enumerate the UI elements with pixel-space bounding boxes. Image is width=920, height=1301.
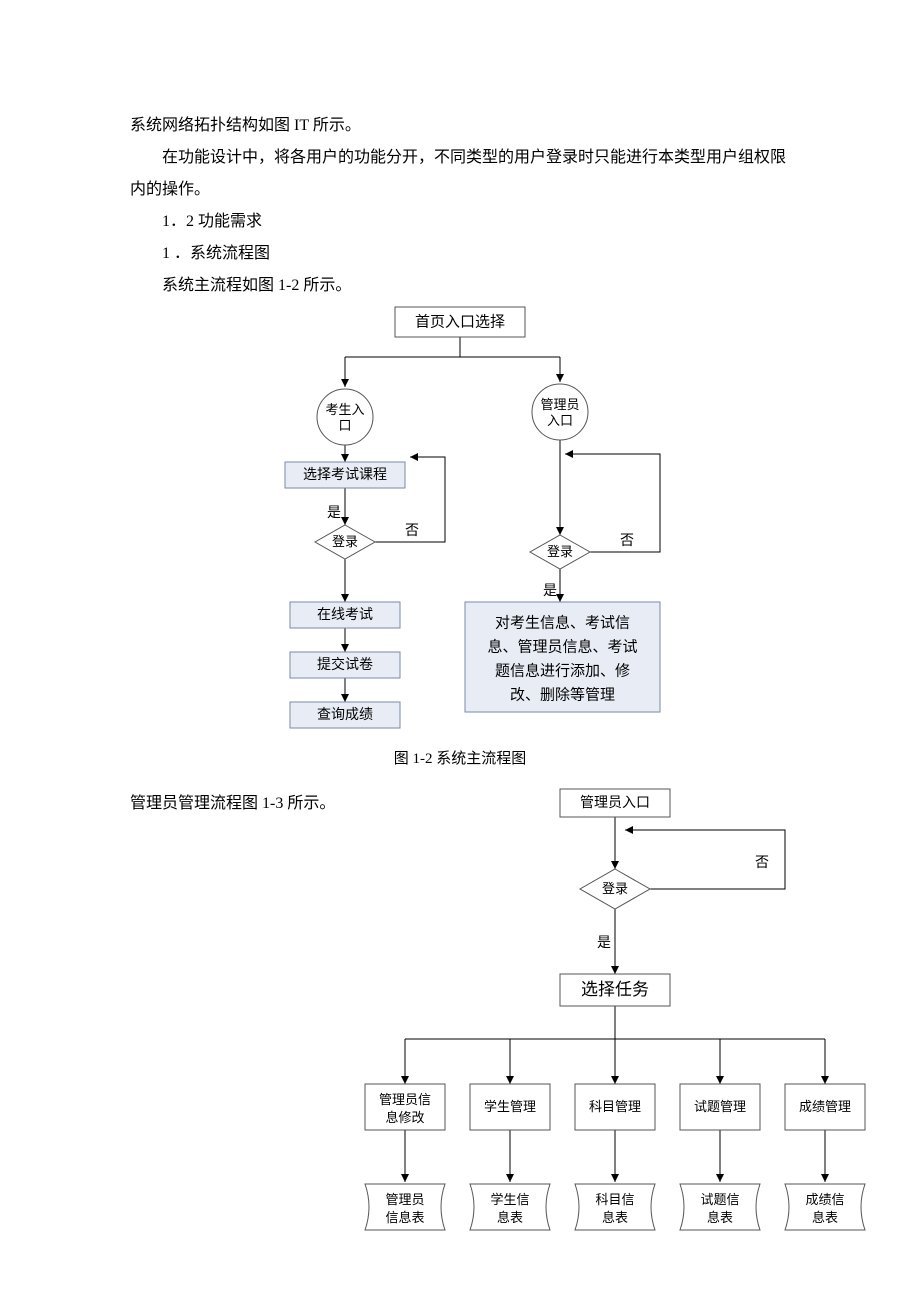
- svg-text:是: 是: [327, 506, 341, 521]
- svg-text:登录: 登录: [547, 544, 573, 559]
- svg-text:否: 否: [755, 856, 769, 871]
- svg-text:改、删除等管理: 改、删除等管理: [510, 685, 615, 703]
- svg-text:息表: 息表: [707, 1210, 733, 1225]
- svg-text:登录: 登录: [332, 534, 358, 549]
- svg-text:对考生信息、考试信: 对考生信息、考试信: [495, 614, 630, 631]
- svg-text:科目管理: 科目管理: [589, 1099, 641, 1114]
- svg-text:登录: 登录: [602, 881, 628, 896]
- svg-text:提交试卷: 提交试卷: [317, 656, 373, 673]
- svg-text:查询成绩: 查询成绩: [317, 707, 373, 723]
- svg-text:科目信: 科目信: [596, 1192, 635, 1207]
- svg-text:管理员入口: 管理员入口: [580, 795, 650, 811]
- svg-text:学生信: 学生信: [491, 1192, 530, 1207]
- svg-text:首页入口选择: 首页入口选择: [415, 313, 505, 330]
- svg-text:题信息进行添加、修: 题信息进行添加、修: [495, 662, 630, 679]
- flowchart-main-svg: 首页入口选择考生入口管理员入口选择考试课程在线考试提交试卷查询成绩登录登录对考生…: [245, 302, 675, 742]
- paragraph-topology: 系统网络拓扑结构如图 IT 所示。: [130, 110, 790, 142]
- svg-text:息、管理员信息、考试: 息、管理员信息、考试: [487, 638, 637, 655]
- svg-text:息表: 息表: [602, 1210, 628, 1225]
- svg-text:管理员信: 管理员信: [379, 1092, 431, 1107]
- svg-text:入口: 入口: [547, 413, 573, 428]
- flowchart-admin: 管理员入口登录选择任务管理员信息修改 学生管理 科目管理 试题管理 成绩管理管理员信息表…: [335, 784, 895, 1239]
- svg-text:否: 否: [620, 534, 634, 549]
- svg-text:选择考试课程: 选择考试课程: [303, 467, 387, 483]
- svg-text:是: 是: [597, 936, 611, 951]
- paragraph-func-design: 在功能设计中，将各用户的功能分开，不同类型的用户登录时只能进行本类型用户组权限内…: [130, 142, 790, 206]
- heading-1-2: 1．2 功能需求: [130, 206, 790, 238]
- paragraph-mainflow-ref: 系统主流程如图 1-2 所示。: [130, 270, 790, 302]
- flowchart-main: 首页入口选择考生入口管理员入口选择考试课程在线考试提交试卷查询成绩登录登录对考生…: [245, 302, 675, 742]
- svg-text:口: 口: [338, 418, 351, 433]
- paragraph-adminflow-ref: 管理员管理流程图 1-3 所示。: [130, 784, 335, 820]
- svg-text:选择任务: 选择任务: [581, 980, 649, 999]
- svg-text:考生入: 考生入: [325, 402, 364, 417]
- svg-text:是: 是: [543, 584, 557, 599]
- svg-text:否: 否: [405, 524, 419, 539]
- svg-text:信息表: 信息表: [386, 1210, 425, 1225]
- svg-text:学生管理: 学生管理: [484, 1099, 536, 1114]
- svg-text:管理员: 管理员: [386, 1192, 425, 1207]
- flowchart-admin-svg: 管理员入口登录选择任务管理员信息修改 学生管理 科目管理 试题管理 成绩管理管理员信息表…: [335, 784, 895, 1239]
- svg-text:管理员: 管理员: [540, 397, 579, 412]
- svg-text:息表: 息表: [812, 1210, 838, 1225]
- heading-1: 1 ．系统流程图: [130, 238, 790, 270]
- svg-text:试题管理: 试题管理: [694, 1099, 746, 1114]
- document-page: 系统网络拓扑结构如图 IT 所示。 在功能设计中，将各用户的功能分开，不同类型的…: [0, 0, 920, 1259]
- svg-text:在线考试: 在线考试: [317, 607, 373, 623]
- svg-text:息表: 息表: [497, 1210, 523, 1225]
- caption-fig-1-2: 图 1-2 系统主流程图: [130, 744, 790, 774]
- svg-text:息修改: 息修改: [386, 1110, 425, 1125]
- svg-text:成绩信: 成绩信: [806, 1192, 845, 1207]
- svg-text:试题信: 试题信: [701, 1192, 740, 1207]
- svg-text:成绩管理: 成绩管理: [799, 1099, 851, 1114]
- flowchart-admin-row: 管理员管理流程图 1-3 所示。 管理员入口登录选择任务管理员信息修改学生管理科…: [130, 784, 790, 1239]
